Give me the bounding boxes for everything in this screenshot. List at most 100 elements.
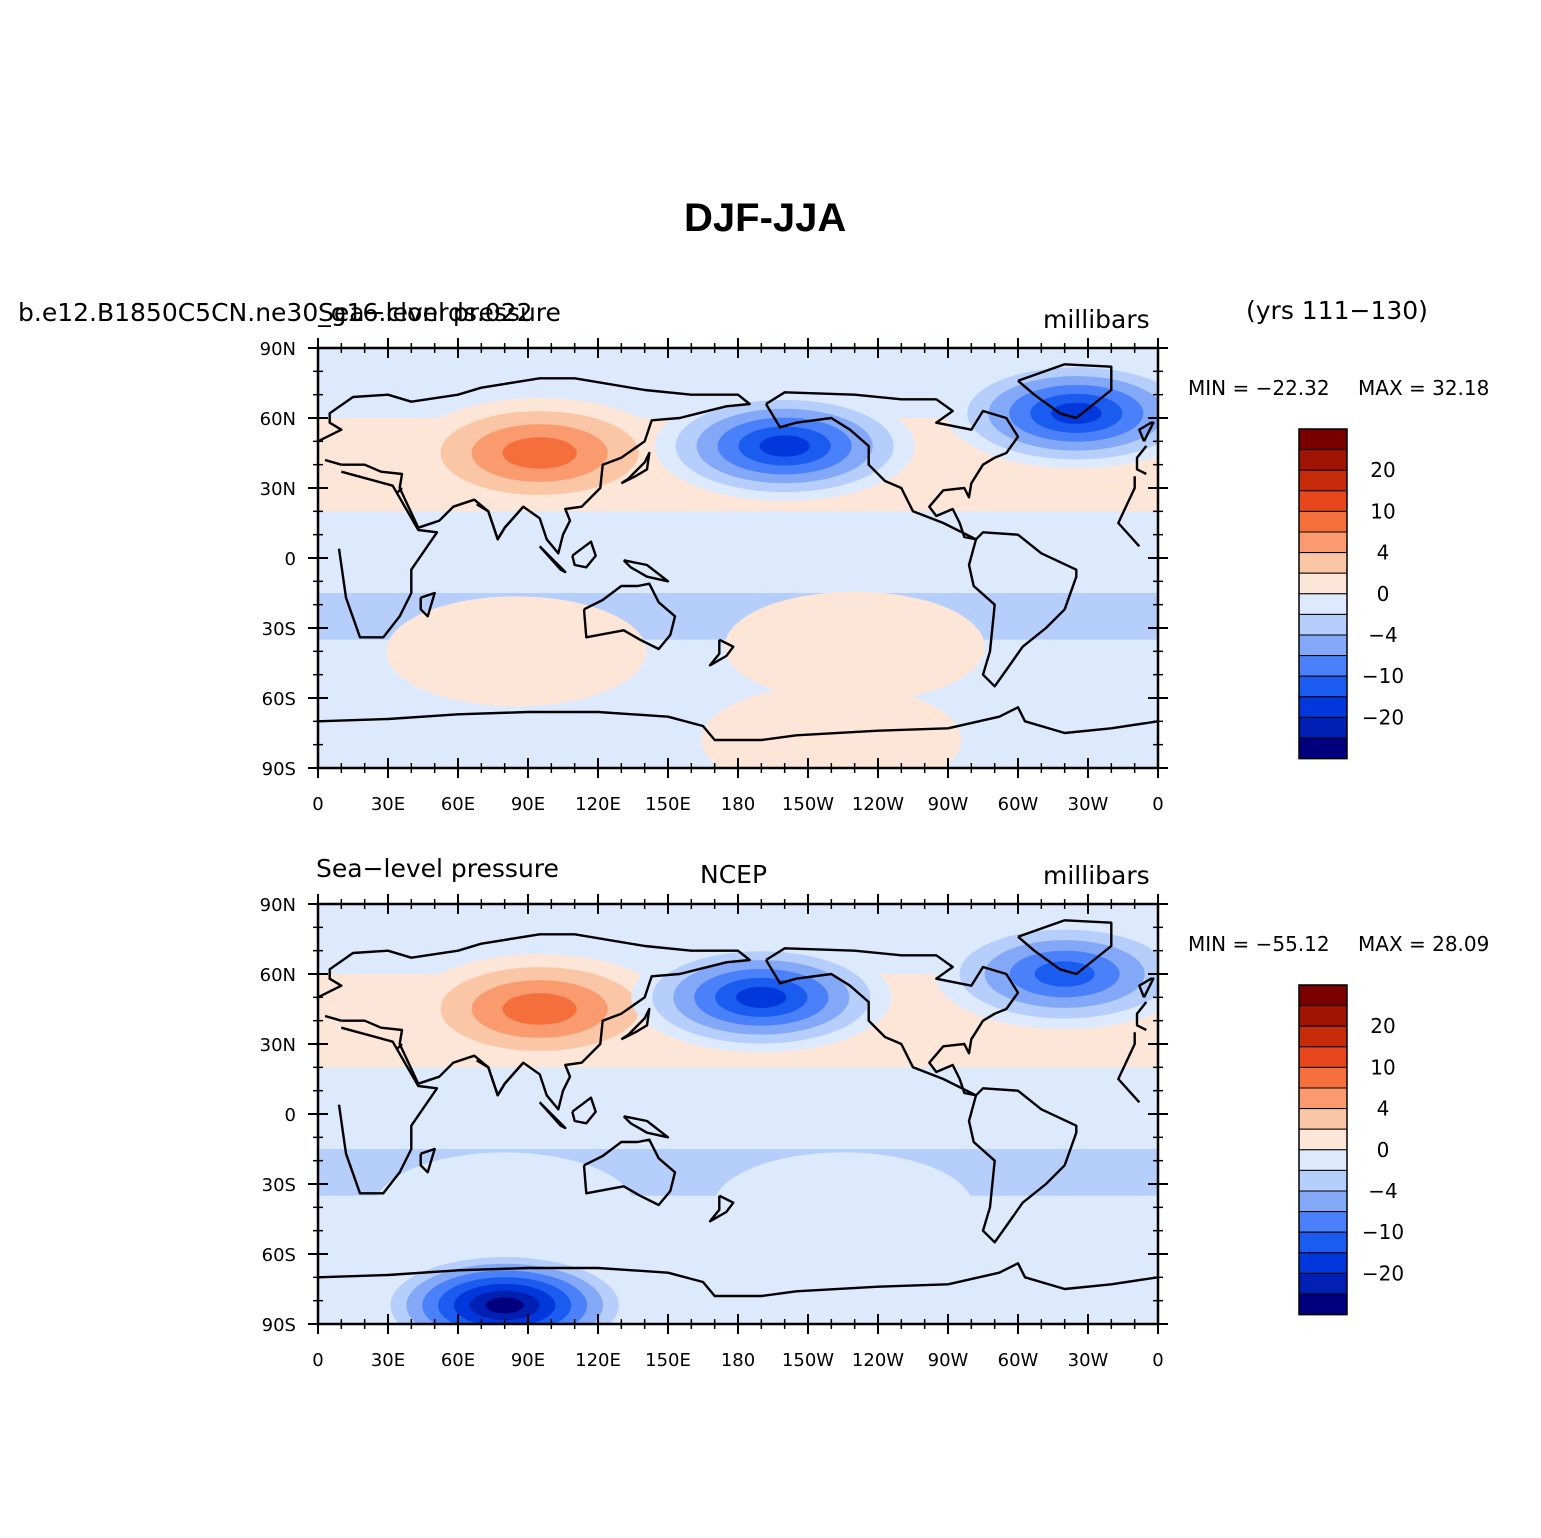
- lat-label: 0: [285, 549, 296, 570]
- lon-label: 120E: [575, 794, 621, 815]
- colorbar-swatch: [1298, 1252, 1348, 1274]
- region-aleutian-low: [736, 986, 787, 1008]
- lon-label: 150E: [645, 794, 691, 815]
- map-panel-2: 90N 60N 30N 0 30S 60S 90S 0 30E 60E 90E 120E 150E 180…: [260, 894, 1404, 1371]
- lon-label: 150W: [782, 794, 834, 815]
- colorbar-swatch: [1298, 593, 1348, 615]
- coast-africa: [337, 1026, 439, 1195]
- lon-label: 0: [1152, 1350, 1163, 1371]
- coast-japan: [620, 1007, 651, 1041]
- panel-1-units-label: millibars: [1043, 305, 1150, 334]
- colorbar-swatch: [1298, 1046, 1348, 1068]
- lat-label: 90S: [262, 1315, 296, 1336]
- coast-madagascar: [419, 591, 436, 618]
- colorbar-swatch: [1298, 984, 1348, 1007]
- colorbar-swatch: [1298, 1025, 1348, 1048]
- coast-new-zealand: [708, 1194, 735, 1223]
- region-icelandic-low: [1034, 961, 1095, 987]
- coast-south-america: [967, 1087, 1078, 1244]
- region-south-pacific-high: [713, 1152, 973, 1263]
- region-southern-indian-high: [386, 596, 647, 707]
- colorbar-frame: [1298, 428, 1348, 760]
- coast-india: [476, 503, 525, 541]
- colorbar-frame: [1298, 984, 1348, 1316]
- coast-borneo: [571, 1096, 597, 1125]
- lon-label: 180: [721, 794, 755, 815]
- colorbar-swatch: [1298, 1169, 1348, 1192]
- lon-label: 120W: [852, 794, 904, 815]
- colorbar-tick-label: 0: [1377, 1138, 1390, 1162]
- colorbar-tick-label: −20: [1362, 705, 1404, 729]
- coast-greenland: [1017, 919, 1113, 976]
- panel-2-min-label: MIN = −55.12: [1188, 932, 1330, 956]
- lat-label: 90N: [260, 895, 296, 916]
- lat-label: 60N: [260, 409, 296, 430]
- lon-label: 120E: [575, 1350, 621, 1371]
- coast-north-america: [764, 391, 1020, 541]
- coast-africa: [1117, 1032, 1141, 1104]
- panel-2-max-label: MAX = 28.09: [1358, 932, 1490, 956]
- coast-eurasia: [324, 458, 342, 466]
- colorbar-swatch: [1298, 1272, 1348, 1295]
- colorbar-tick-label: −4: [1368, 1179, 1397, 1203]
- region-antarctic-interior: [485, 1297, 524, 1314]
- coast-india: [476, 1059, 525, 1097]
- coast-north-america: [764, 947, 1020, 1097]
- lon-label: 150E: [645, 1350, 691, 1371]
- colorbar-swatch: [1298, 613, 1348, 636]
- coast-africa: [1117, 476, 1141, 548]
- coast-british-isles: [1138, 977, 1155, 998]
- lon-label: 150W: [782, 1350, 834, 1371]
- region-south-pacific-high: [724, 591, 985, 702]
- colorbar-swatch: [1298, 1190, 1348, 1213]
- colorbar-2: 20 10 4 0 −4 −10 −20: [1298, 984, 1404, 1316]
- region-southern-indian-high: [374, 1152, 635, 1263]
- coast-british-isles: [1138, 421, 1155, 442]
- lat-label: 60S: [262, 1245, 296, 1266]
- colorbar-tick-label: 4: [1377, 541, 1390, 565]
- colorbar-swatch: [1298, 428, 1348, 451]
- lon-label: 0: [312, 1350, 323, 1371]
- lat-label: 0: [285, 1105, 296, 1126]
- contour-field: [318, 904, 1158, 1324]
- coast-australia: [582, 582, 677, 651]
- colorbar-swatch: [1298, 737, 1348, 760]
- coast-sumatra: [538, 545, 567, 574]
- lon-label: 90E: [511, 794, 545, 815]
- lon-label: 90E: [511, 1350, 545, 1371]
- region-siberian-high: [502, 993, 577, 1025]
- contour-field: [318, 348, 1158, 768]
- colorbar-swatch: [1298, 1211, 1348, 1233]
- region-aleutian-low: [759, 435, 810, 457]
- figure-title: DJF-JJA: [684, 196, 847, 240]
- lon-label: 60E: [441, 1350, 475, 1371]
- colorbar-swatch: [1298, 1149, 1348, 1171]
- colorbar-tick-label: 10: [1370, 1055, 1395, 1079]
- map-panel-1: 90N 60N 30N 0 30S 60S 90S 0 30E 60E 90E 120E 150E 180…: [260, 338, 1404, 815]
- lon-label: 180: [721, 1350, 755, 1371]
- coast-antarctica: [318, 706, 1158, 742]
- lon-label: 30W: [1068, 1350, 1109, 1371]
- colorbar-swatch: [1298, 1066, 1348, 1089]
- coast-eurasia: [318, 933, 751, 1111]
- panel-2-variable-label: Sea−level pressure: [316, 854, 559, 883]
- coast-japan: [620, 451, 651, 485]
- lat-label: 60N: [260, 965, 296, 986]
- panel-1-max-label: MAX = 32.18: [1358, 376, 1490, 400]
- colorbar-tick-label: −10: [1362, 1220, 1404, 1244]
- colorbar-swatch: [1298, 490, 1348, 512]
- lat-label: 30N: [260, 1035, 296, 1056]
- coast-africa: [337, 470, 439, 639]
- panel-2-center-label: NCEP: [700, 860, 768, 889]
- colorbar-tick-label: 20: [1370, 1014, 1395, 1038]
- coastlines: [318, 919, 1158, 1298]
- lon-label: 60W: [998, 794, 1039, 815]
- panel-1-variable-label: Sea−level pressure: [318, 298, 561, 327]
- coast-greenland: [1017, 363, 1113, 420]
- colorbar-swatch: [1298, 1293, 1348, 1316]
- colorbar-swatch: [1298, 1108, 1348, 1130]
- colorbar-swatch: [1298, 696, 1348, 718]
- coast-new-guinea: [622, 559, 670, 583]
- lon-label: 60W: [998, 1350, 1039, 1371]
- panel-2-units-label: millibars: [1043, 861, 1150, 890]
